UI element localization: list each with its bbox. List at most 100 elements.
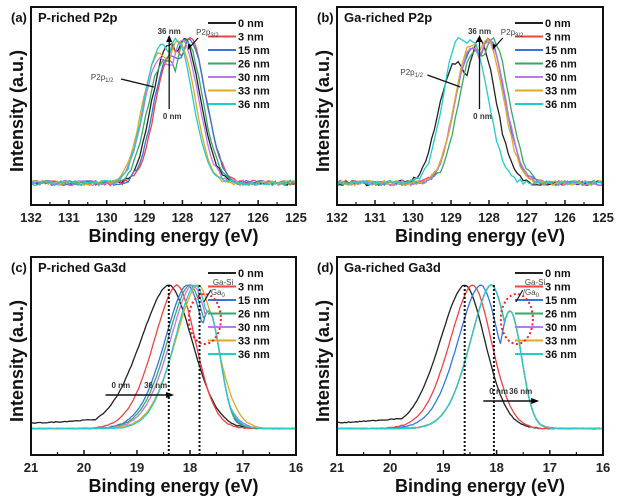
series-group: [31, 36, 296, 187]
x-tick-label: 18: [489, 460, 503, 475]
arrow: [203, 289, 212, 303]
panel-title: P-riched Ga3d: [38, 260, 126, 275]
x-axis-title: Binding energy (eV): [88, 226, 258, 246]
x-tick-label: 128: [478, 210, 500, 225]
x-tick-label: 132: [20, 210, 42, 225]
x-tick-label: 131: [364, 210, 386, 225]
panel-label: (b): [317, 10, 334, 25]
x-axis-title: Binding energy (eV): [88, 476, 258, 496]
arrowhead: [492, 44, 497, 50]
x-tick-label: 17: [543, 460, 557, 475]
panel-d: 21 20 19 18 17 16 Binding energy (eV) Intensity…: [313, 256, 610, 496]
annotations: P2p3/2 P2p1/2 36 nm 0 nm: [400, 27, 524, 121]
annotation-ga0: /Ga0: [523, 288, 540, 299]
legend-label: 0 nm: [545, 268, 571, 280]
annotation-p2p12: P2p1/2: [91, 73, 114, 84]
x-tick-label: 18: [183, 460, 197, 475]
x-tick-label: 20: [383, 460, 397, 475]
legend-label: 33 nm: [545, 86, 577, 98]
legend-label: 15 nm: [238, 295, 270, 307]
x-tick-label: 126: [554, 210, 576, 225]
annotation-p2p32: P2p3/2: [196, 28, 219, 39]
arrowhead: [476, 35, 483, 42]
x-tick-label: 129: [440, 210, 462, 225]
annotation-ga-si: Ga-Si: [525, 278, 546, 287]
panel-c: 21 20 19 18 17 16 Binding energy (eV) Intensity…: [7, 256, 303, 496]
legend-label: 26 nm: [545, 59, 577, 71]
legend-label: 26 nm: [545, 309, 577, 321]
highlight-ellipse: [187, 293, 222, 345]
arrowhead: [188, 44, 193, 50]
legend-label: 15 nm: [545, 295, 577, 307]
y-axis-title: Intensity (a.u.): [7, 50, 27, 172]
panel-a: 132 131 130 129 128 127 126 125 Binding energy (…: [7, 6, 307, 246]
legend-label: 36 nm: [545, 99, 577, 111]
arrow: [515, 289, 524, 303]
x-tick-label: 19: [436, 460, 450, 475]
legend-label: 30 nm: [238, 72, 270, 84]
legend-label: 30 nm: [545, 322, 577, 334]
x-tick-label: 16: [289, 460, 303, 475]
legend-label: 26 nm: [238, 309, 270, 321]
arrowhead: [166, 35, 173, 42]
x-tick-label: 129: [134, 210, 156, 225]
series-line-36nm: [337, 284, 603, 430]
annotation-start: 0 nm: [489, 387, 508, 396]
arrowhead: [531, 398, 540, 404]
legend-label: 36 nm: [238, 99, 270, 111]
x-tick-label: 131: [58, 210, 80, 225]
legend-label: 0 nm: [545, 18, 571, 30]
legend-label: 26 nm: [238, 59, 270, 71]
series-line-33nm: [337, 37, 603, 187]
legend-label: 0 nm: [238, 268, 264, 280]
x-tick-label: 130: [402, 210, 424, 225]
legend-label: 3 nm: [238, 282, 264, 294]
x-tick-label: 125: [285, 210, 307, 225]
annotation-bottom: 0 nm: [163, 112, 182, 121]
x-tick-label: 132: [326, 210, 348, 225]
x-tick-label: 21: [330, 460, 344, 475]
legend-label: 36 nm: [238, 349, 270, 361]
annotation-ga0: Ga0: [211, 288, 226, 299]
annotation-end: 36 nm: [509, 387, 532, 396]
panel-label: (c): [11, 260, 27, 275]
x-tick-label: 21: [24, 460, 38, 475]
x-tick-label: 125: [592, 210, 614, 225]
x-axis-title: Binding energy (eV): [395, 476, 565, 496]
arrowhead: [166, 392, 175, 398]
panel-label: (d): [317, 260, 334, 275]
annotation-end: 36 nm: [144, 381, 167, 390]
series-group: [337, 36, 603, 187]
x-tick-label: 19: [130, 460, 144, 475]
annotation-start: 0 nm: [112, 381, 131, 390]
x-axis-title: Binding energy (eV): [395, 226, 565, 246]
panel-title: Ga-riched P2p: [344, 10, 432, 25]
series-line-36nm: [31, 284, 296, 430]
x-tick-label: 127: [516, 210, 538, 225]
arrow: [427, 74, 461, 88]
series-group: [337, 283, 603, 430]
legend-label: 0 nm: [238, 18, 264, 30]
annotation-ga-si: Ga-Si: [213, 278, 234, 287]
annotation-p2p12: P2p1/2: [400, 68, 423, 79]
highlight-ellipse: [499, 293, 534, 345]
legend-label: 33 nm: [238, 86, 270, 98]
panel-label: (a): [11, 10, 27, 25]
y-axis-title: Intensity (a.u.): [313, 300, 333, 422]
legend-label: 3 nm: [238, 32, 264, 44]
annotation-top: 36 nm: [468, 27, 491, 36]
x-tick-label: 17: [236, 460, 250, 475]
legend-label: 30 nm: [545, 72, 577, 84]
x-tick-label: 128: [172, 210, 194, 225]
x-tick-label: 126: [247, 210, 269, 225]
panel-title: P-riched P2p: [38, 10, 118, 25]
legend-label: 3 nm: [545, 32, 571, 44]
y-axis-title: Intensity (a.u.): [313, 50, 333, 172]
legend-label: 3 nm: [545, 282, 571, 294]
series-line-30nm: [337, 39, 603, 187]
panel-b: 132 131 130 129 128 127 126 125 Binding energy (…: [313, 6, 614, 246]
